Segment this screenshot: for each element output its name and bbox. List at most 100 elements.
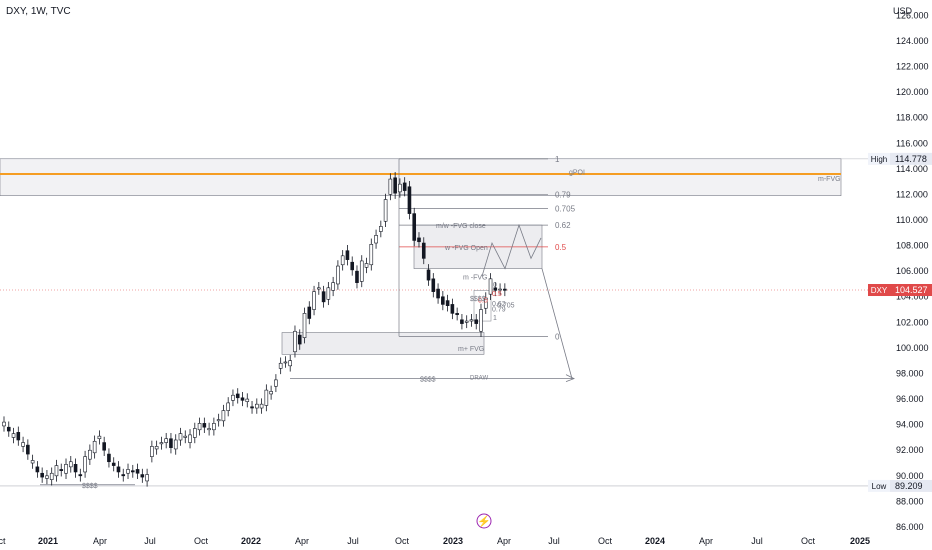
candle-body (226, 402, 230, 411)
lightning-icon[interactable]: ⚡ (477, 515, 491, 528)
label-w-fvg-open: w -FVG Open (444, 245, 488, 252)
candle-body (2, 421, 6, 427)
candle-body (26, 444, 30, 455)
label-zero-small: 0 (493, 282, 497, 289)
candle-body (417, 237, 421, 243)
x-tick-label: Apr (699, 536, 713, 546)
zone-m-plus-fvg (281, 332, 485, 355)
candle-body (216, 419, 221, 422)
candle-body (317, 287, 321, 290)
candle-body (202, 423, 207, 428)
label-mini-705: 0.705 (497, 302, 515, 309)
candle-body (450, 304, 455, 314)
candle-body (97, 435, 102, 440)
candle-body (474, 319, 479, 324)
candle-body (183, 435, 188, 438)
label-mini-ssss: $$$$ (470, 296, 486, 303)
x-tick-label: 2023 (443, 536, 463, 546)
x-tick-label: ct (0, 536, 6, 546)
y-tick-label: 90.000 (896, 471, 924, 481)
zones-layer (0, 158, 842, 355)
fib-label: 0.5 (555, 243, 567, 252)
candle-body (212, 423, 216, 431)
y-tick-label: 126.000 (896, 10, 929, 20)
y-tick-label: 102.000 (896, 317, 929, 327)
y-tick-label: 112.000 (896, 189, 928, 199)
candle-body (350, 261, 355, 271)
label-m-fvg-small: m -FVG (463, 274, 488, 281)
y-tick-label: 94.000 (896, 420, 924, 430)
x-tick-label: 2025 (850, 536, 870, 546)
candle-body (421, 242, 426, 259)
candle-body (107, 453, 111, 463)
candle-body (235, 393, 240, 399)
candle-body (164, 438, 168, 443)
candle-body (293, 330, 297, 353)
high-label-tag-bg (868, 152, 890, 165)
candle-body (326, 287, 331, 300)
candle-body (49, 472, 54, 480)
candle-body (321, 291, 326, 303)
candle-body (479, 309, 483, 332)
candle-body (374, 235, 378, 244)
candle-body (364, 263, 369, 268)
y-tick-label: 86.000 (896, 522, 924, 532)
label-mini-1: 1 (493, 315, 497, 322)
candle-body (102, 442, 106, 451)
candle-body (331, 282, 335, 291)
candle-body (426, 269, 431, 281)
high-label-tag: High (871, 155, 887, 164)
y-tick-label: 100.000 (896, 343, 929, 353)
x-tick-label: 2024 (645, 536, 665, 546)
candle-body (78, 474, 83, 477)
label-mw-fvg-close: m/w -FVG close (436, 223, 486, 230)
y-tick-label: 96.000 (896, 394, 924, 404)
candle-body (45, 475, 49, 479)
candle-body (307, 306, 312, 319)
candle-body (483, 297, 488, 309)
candle-body (283, 361, 288, 364)
y-tick-label: 122.000 (896, 62, 929, 72)
candle-body (336, 265, 340, 285)
y-tick-label: 120.000 (896, 87, 929, 97)
candle-body (383, 199, 388, 222)
candle-body (21, 442, 25, 447)
label-mini-79: 0.79 (492, 306, 506, 313)
candle-body (240, 397, 245, 401)
fib-label: 0.79 (555, 190, 571, 199)
low-label-value: 89.209 (895, 481, 923, 491)
y-tick-label: 98.000 (896, 368, 924, 378)
candle-body (111, 462, 116, 466)
candle-body (68, 461, 73, 468)
candle-body (159, 442, 164, 445)
candle-body (436, 288, 440, 299)
x-tick-label: Oct (801, 536, 816, 546)
x-tick-label: 2021 (38, 536, 58, 546)
high-label-value-bg (890, 152, 932, 165)
chart-title: DXY, 1W, TVC (6, 6, 71, 17)
candle-body (173, 439, 178, 450)
y-tick-label: 124.000 (896, 36, 929, 46)
x-tick-label: Apr (93, 536, 107, 546)
candles-layer (2, 172, 507, 487)
current-label-tag: DXY (871, 286, 888, 295)
label-m-fvg: m-FVG (818, 176, 841, 183)
candle-body (445, 300, 450, 306)
y-tick-label: 114.000 (896, 164, 928, 174)
high-label-value: 114.778 (895, 154, 927, 164)
x-tick-label: Apr (497, 536, 511, 546)
candle-body (40, 472, 44, 478)
x-tick-label: Oct (395, 536, 410, 546)
y-tick-label: 116.000 (896, 138, 928, 148)
candle-body (116, 466, 121, 473)
current-label-value-bg (890, 284, 932, 297)
candle-body (188, 434, 192, 443)
x-tick-label: Oct (194, 536, 209, 546)
projection-path (481, 223, 542, 277)
candle-body (369, 244, 374, 266)
candle-body (88, 449, 92, 460)
candle-body (431, 278, 436, 292)
